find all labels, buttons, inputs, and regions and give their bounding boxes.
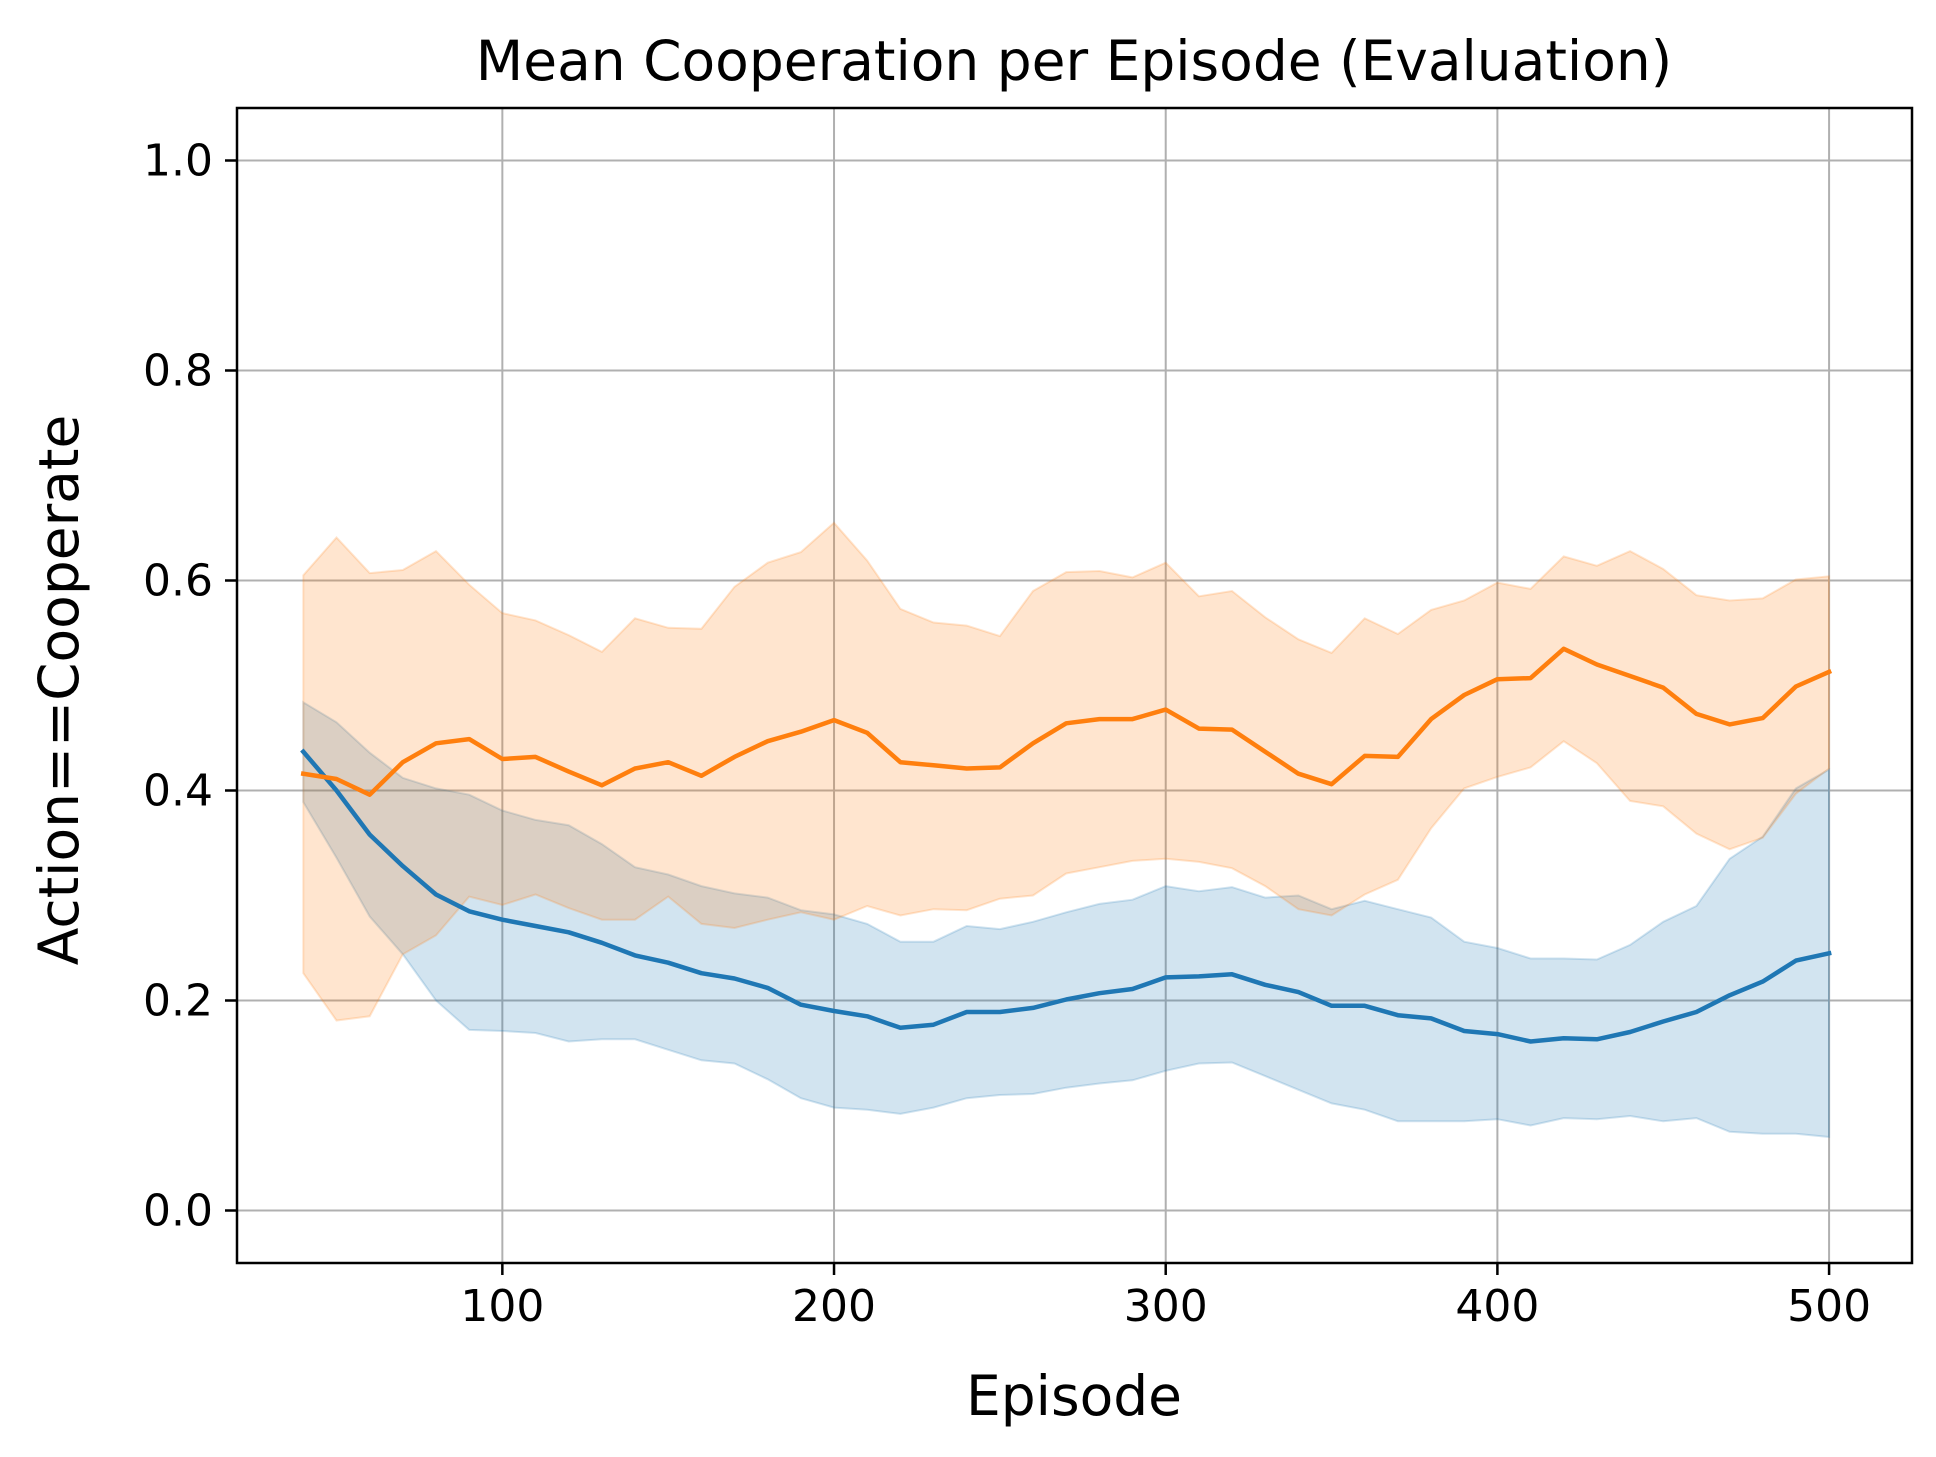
y-tick-label: 1.0 bbox=[143, 136, 213, 187]
orange-series-line bbox=[300, 646, 1833, 797]
x-tick-label: 300 bbox=[1124, 1281, 1208, 1332]
y-tick-label: 0.6 bbox=[143, 556, 213, 607]
x-tick-label: 200 bbox=[792, 1281, 876, 1332]
blue-series-line bbox=[300, 748, 1832, 1044]
x-axis-label: Episode bbox=[966, 1364, 1182, 1428]
orange-confidence-band bbox=[302, 521, 1831, 1022]
y-axis-ticks: 0.0 0.2 0.4 0.6 0.8 1.0 bbox=[143, 136, 237, 1237]
y-tick-label: 0.4 bbox=[143, 766, 213, 817]
chart-title: Mean Cooperation per Episode (Evaluation… bbox=[476, 29, 1672, 93]
x-tick-label: 500 bbox=[1787, 1281, 1871, 1332]
x-axis-ticks: 100 200 300 400 500 bbox=[460, 1263, 1871, 1332]
y-tick-label: 0.2 bbox=[143, 976, 213, 1027]
confidence-bands bbox=[302, 521, 1831, 1139]
series-lines bbox=[300, 646, 1833, 1044]
y-tick-label: 0.0 bbox=[143, 1186, 213, 1237]
y-tick-label: 0.8 bbox=[143, 346, 213, 397]
blue-confidence-band bbox=[302, 700, 1831, 1139]
x-tick-label: 100 bbox=[460, 1281, 544, 1332]
plot-frame bbox=[235, 106, 1914, 1265]
x-tick-label: 400 bbox=[1455, 1281, 1539, 1332]
y-axis-label: Action==Cooperate bbox=[27, 415, 91, 966]
grid bbox=[237, 108, 1912, 1263]
